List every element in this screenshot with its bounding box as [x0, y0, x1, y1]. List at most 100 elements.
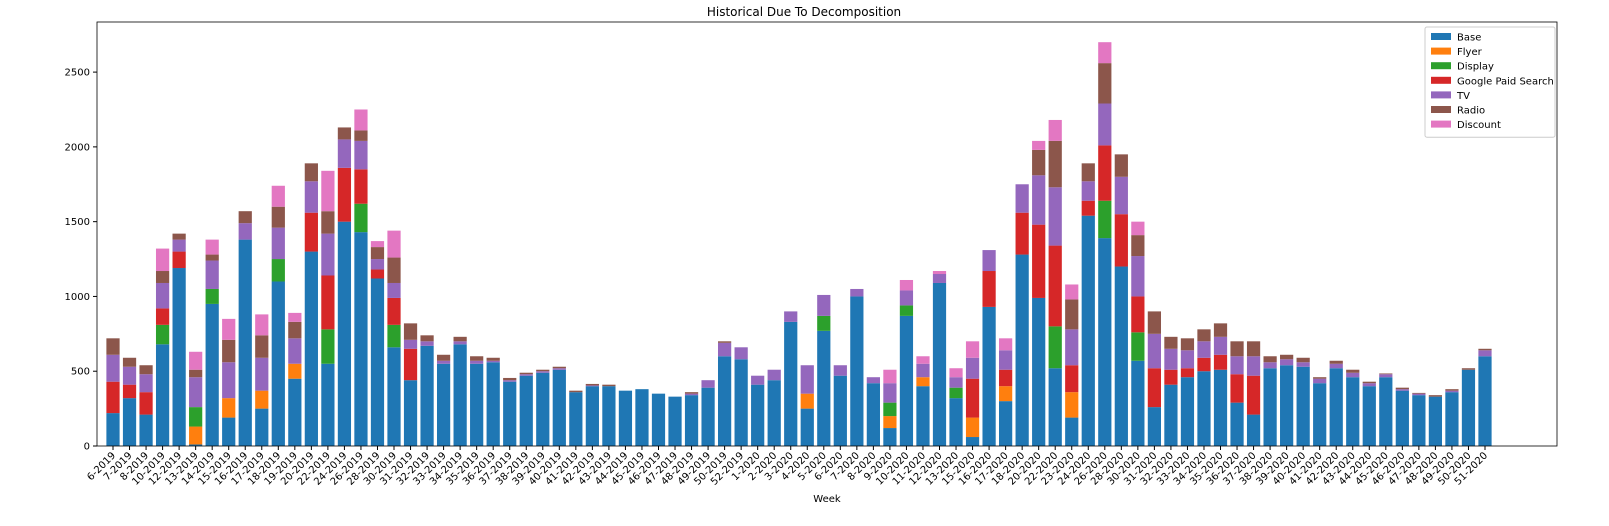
bar-segment	[139, 374, 153, 393]
y-tick-label: 1000	[65, 292, 90, 303]
bar-segment	[1098, 145, 1112, 201]
bar-segment	[337, 139, 352, 168]
bar-segment	[1098, 200, 1112, 239]
bar-segment	[1395, 389, 1409, 391]
bar-segment	[1461, 369, 1476, 446]
bar-segment	[916, 356, 930, 364]
bar-segment	[635, 389, 649, 446]
bar-segment	[1048, 326, 1062, 369]
bar-segment	[899, 290, 914, 306]
bar-segment	[1131, 360, 1145, 446]
bar-segment	[321, 233, 335, 276]
bar-segment	[288, 363, 302, 379]
bar-segment	[222, 398, 236, 418]
y-tick-label: 2500	[65, 68, 90, 79]
bar-segment	[1114, 176, 1128, 215]
bar-segment	[139, 392, 153, 415]
bar-segment	[932, 282, 947, 446]
bar-segment	[1065, 329, 1079, 366]
bar-segment	[1263, 362, 1277, 369]
bar-segment	[1131, 332, 1145, 361]
bar-segment	[1032, 175, 1046, 225]
bar-segment	[684, 393, 699, 396]
bar-segment	[1395, 390, 1409, 446]
bar-segment	[569, 392, 583, 446]
bar-segment	[982, 250, 996, 272]
bar-segment	[321, 329, 335, 364]
bar-segment	[222, 339, 236, 363]
bar-segment	[1098, 238, 1112, 446]
bar-segment	[370, 269, 385, 279]
x-axis-label: Week	[813, 494, 841, 505]
bar-segment	[717, 342, 732, 357]
bar-segment	[1065, 284, 1079, 300]
bar-segment	[1065, 365, 1079, 393]
bar-segment	[321, 211, 335, 234]
bar-segment	[288, 321, 302, 339]
bar-segment	[751, 384, 765, 446]
bar-segment	[1114, 214, 1128, 267]
y-tick-label: 2000	[65, 142, 90, 153]
bar-segment	[1131, 256, 1145, 297]
bar-segment	[189, 444, 203, 446]
bar-segment	[255, 335, 269, 358]
bar-segment	[205, 288, 219, 304]
bar-segment	[1032, 149, 1046, 176]
bar-segment	[255, 408, 269, 446]
bar-segment	[1478, 356, 1492, 446]
bar-segment	[1197, 371, 1211, 446]
bar-segment	[205, 260, 219, 289]
bar-segment	[321, 170, 335, 212]
legend-label: Display	[1457, 62, 1494, 73]
bar-segment	[172, 251, 186, 269]
bar-segment	[999, 401, 1013, 446]
bar-segment	[850, 296, 864, 446]
bar-segment	[503, 380, 517, 382]
bar-segment	[1395, 387, 1409, 390]
bar-segment	[238, 223, 252, 240]
bar-segment	[222, 362, 236, 399]
bar-segment	[403, 380, 418, 446]
bar-segment	[271, 185, 285, 207]
bar-segment	[1213, 336, 1228, 355]
bar-segment	[618, 390, 633, 446]
bar-segment	[552, 368, 566, 370]
bar-segment	[354, 130, 368, 141]
bar-segment	[337, 221, 352, 446]
bar-segment	[255, 390, 269, 409]
bar-segment	[1329, 368, 1343, 446]
bar-segment	[288, 338, 302, 364]
bar-segment	[585, 383, 599, 386]
legend-label: Flyer	[1457, 47, 1483, 58]
y-tick-label: 1500	[65, 217, 90, 228]
bar-segment	[1362, 386, 1376, 446]
bar-segment	[304, 163, 318, 182]
bar-segment	[403, 323, 418, 340]
bar-segment	[850, 288, 864, 297]
bar-segment	[651, 393, 666, 446]
bar-segment	[965, 341, 980, 358]
bar-segment	[1329, 360, 1343, 364]
bar-segment	[866, 383, 880, 446]
bar-segment	[1081, 163, 1095, 182]
bar-segment	[668, 396, 682, 446]
bar-segment	[470, 360, 484, 364]
bar-segment	[106, 381, 120, 414]
bar-segment	[304, 251, 318, 446]
bar-segment	[999, 350, 1013, 370]
bar-segment	[817, 294, 831, 316]
bar-segment	[106, 413, 120, 446]
legend-label: Radio	[1457, 106, 1485, 117]
legend-swatch	[1431, 76, 1451, 84]
bar-segment	[106, 354, 120, 382]
bar-segment	[189, 407, 203, 427]
bar-segment	[503, 377, 517, 381]
bar-segment	[1478, 350, 1492, 357]
bar-segment	[1362, 383, 1376, 387]
bar-segment	[486, 360, 500, 363]
bar-segment	[172, 239, 186, 252]
bar-segment	[536, 371, 550, 373]
bar-segment	[1164, 348, 1178, 370]
legend-box	[1424, 26, 1556, 138]
bar-segment	[1098, 103, 1112, 146]
